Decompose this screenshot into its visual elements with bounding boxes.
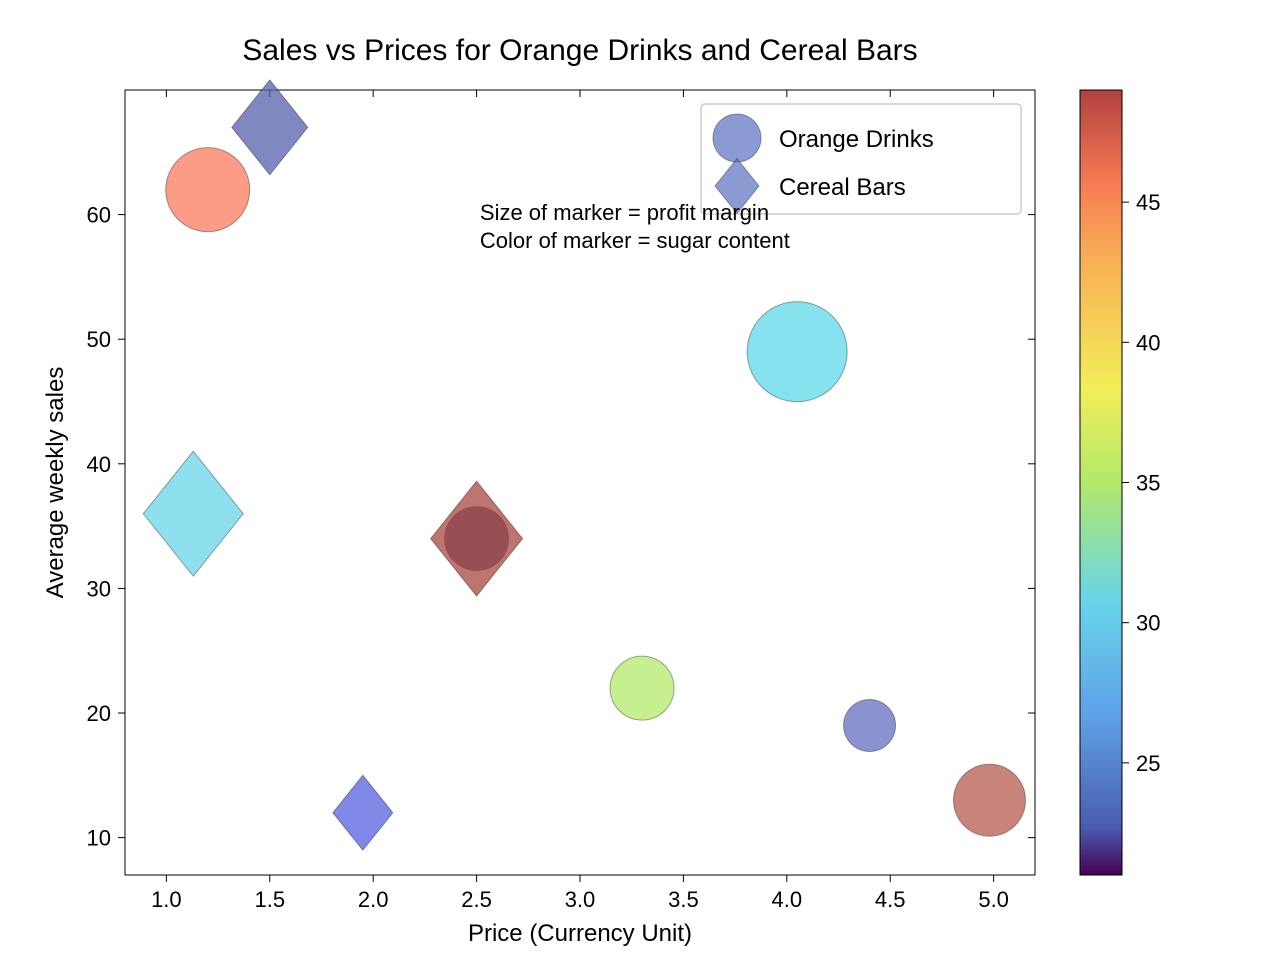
- x-tick-label: 1.5: [254, 887, 285, 912]
- scatter-point-circle: [747, 302, 847, 402]
- colorbar: 25 30 35 40 45: [1080, 90, 1160, 875]
- scatter-point-circle: [844, 699, 896, 751]
- x-tick-label: 2.0: [358, 887, 389, 912]
- x-tick-label: 3.0: [565, 887, 596, 912]
- x-tick-label: 1.0: [151, 887, 182, 912]
- chart-title: Sales vs Prices for Orange Drinks and Ce…: [242, 34, 917, 67]
- x-axis-label: Price (Currency Unit): [468, 920, 692, 947]
- colorbar-tick-label: 45: [1136, 190, 1160, 215]
- scatter-point-diamond: [143, 451, 243, 576]
- legend-label: Cereal Bars: [779, 174, 906, 201]
- y-axis-label: Average weekly sales: [42, 367, 69, 599]
- scatter-point-diamond: [431, 481, 523, 596]
- scatter-point-diamond: [232, 80, 308, 175]
- annotation-text-group: Size of marker = profit margin Color of m…: [480, 200, 790, 253]
- colorbar-tick-label: 35: [1136, 471, 1160, 496]
- legend-label: Orange Drinks: [779, 126, 934, 153]
- y-tick-label: 50: [87, 327, 111, 352]
- x-tick-label: 2.5: [461, 887, 492, 912]
- colorbar-tick-label: 25: [1136, 751, 1160, 776]
- x-tick-label: 4.5: [875, 887, 906, 912]
- y-tick-label: 60: [87, 203, 111, 228]
- chart-container: Sales vs Prices for Orange Drinks and Ce…: [0, 0, 1280, 960]
- chart-svg: Sales vs Prices for Orange Drinks and Ce…: [0, 0, 1280, 960]
- y-tick-label: 20: [87, 701, 111, 726]
- colorbar-tick-label: 30: [1136, 611, 1160, 636]
- annotation-line: Size of marker = profit margin: [480, 200, 769, 225]
- scatter-point-circle: [166, 148, 250, 232]
- y-tick-label: 40: [87, 452, 111, 477]
- scatter-point-circle: [610, 656, 674, 720]
- scatter-point-circle: [954, 764, 1026, 836]
- legend: Orange Drinks Cereal Bars: [701, 104, 1021, 214]
- y-tick-label: 10: [87, 826, 111, 851]
- colorbar-rect: [1080, 90, 1122, 875]
- scatter-point-diamond: [333, 775, 393, 850]
- x-tick-label: 5.0: [978, 887, 1009, 912]
- y-tick-label: 30: [87, 576, 111, 601]
- x-tick-label: 4.0: [772, 887, 803, 912]
- x-tick-label: 3.5: [668, 887, 699, 912]
- colorbar-tick-label: 40: [1136, 330, 1160, 355]
- annotation-line: Color of marker = sugar content: [480, 228, 790, 253]
- legend-marker-circle: [713, 114, 761, 162]
